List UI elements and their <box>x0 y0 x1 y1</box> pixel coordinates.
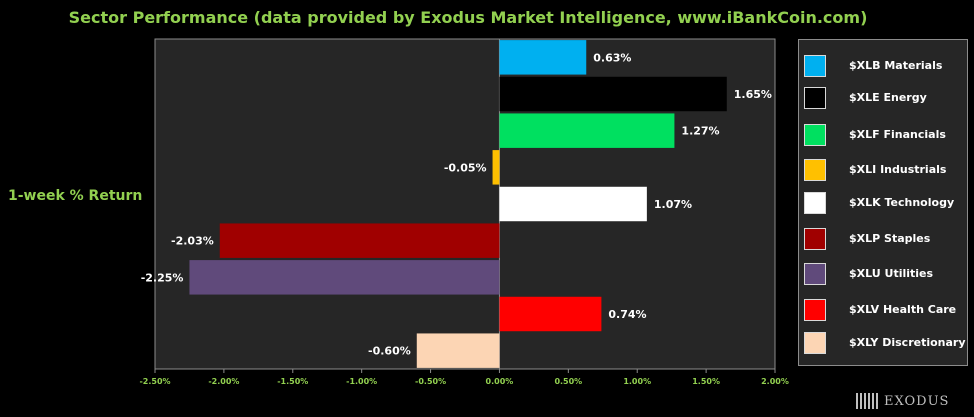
legend-label: $XLP Staples <box>849 232 931 245</box>
bar-data-label: -2.25% <box>141 271 184 284</box>
x-tick-label: 0.50% <box>554 377 582 386</box>
x-tick-label: -2.50% <box>139 377 170 386</box>
legend-label: $XLK Technology <box>849 196 955 209</box>
legend-item: $XLF Financials <box>799 123 967 149</box>
bar-data-label: -2.03% <box>171 235 214 248</box>
legend-swatch <box>804 192 826 214</box>
legend-label: $XLU Utilities <box>849 267 934 280</box>
x-tick-label: -1.00% <box>346 377 377 386</box>
legend-label: $XLI Industrials <box>849 163 947 176</box>
x-tick-label: -1.50% <box>277 377 308 386</box>
chart-legend: $XLB Materials $XLE Energy $XLF Financials… <box>798 39 968 366</box>
logo-text: EXODUS <box>884 393 950 409</box>
x-tick-label: 0.00% <box>486 377 514 386</box>
legend-swatch <box>804 159 826 181</box>
bar <box>219 223 500 258</box>
bar-data-label: 0.63% <box>593 51 631 64</box>
x-tick-label: 2.00% <box>761 377 789 386</box>
bar-data-label: -0.60% <box>368 345 411 358</box>
legend-label: $XLY Discretionary <box>849 336 966 349</box>
legend-item: $XLI Industrials <box>799 158 967 184</box>
legend-item: $XLB Materials <box>799 54 967 80</box>
legend-swatch <box>804 228 826 250</box>
legend-label: $XLB Materials <box>849 59 943 72</box>
legend-label: $XLF Financials <box>849 128 946 141</box>
legend-swatch <box>804 124 826 146</box>
bar <box>499 296 602 332</box>
legend-label: $XLV Health Care <box>849 303 957 316</box>
legend-swatch <box>804 87 826 109</box>
bar <box>499 113 675 148</box>
legend-item: $XLY Discretionary <box>799 331 967 357</box>
bar <box>416 333 500 368</box>
bar-data-label: 1.27% <box>681 125 719 138</box>
legend-item: $XLU Utilities <box>799 262 967 288</box>
legend-swatch <box>804 55 826 77</box>
legend-swatch <box>804 332 826 354</box>
legend-label: $XLE Energy <box>849 91 927 104</box>
exodus-logo: EXODUS <box>856 392 949 410</box>
bar <box>492 150 500 185</box>
legend-swatch <box>804 299 826 321</box>
x-tick-label: 1.50% <box>692 377 720 386</box>
x-tick-label: 1.00% <box>623 377 651 386</box>
x-tick-label: -0.50% <box>415 377 446 386</box>
logo-bars-icon <box>856 393 880 409</box>
bar <box>499 186 647 222</box>
y-axis-label: 1-week % Return <box>8 188 143 204</box>
legend-item: $XLE Energy <box>799 86 967 112</box>
bar <box>499 76 727 112</box>
bar <box>499 40 587 75</box>
legend-swatch <box>804 263 826 285</box>
bar <box>189 260 500 295</box>
bar-data-label: 0.74% <box>608 308 646 321</box>
bar-data-label: 1.07% <box>654 198 692 211</box>
bar-data-label: -0.05% <box>444 161 487 174</box>
legend-item: $XLK Technology <box>799 191 967 217</box>
chart-title: Sector Performance (data provided by Exo… <box>68 8 868 27</box>
bar-data-label: 1.65% <box>734 88 772 101</box>
legend-item: $XLV Health Care <box>799 298 967 324</box>
legend-item: $XLP Staples <box>799 227 967 253</box>
x-tick-label: -2.00% <box>208 377 239 386</box>
